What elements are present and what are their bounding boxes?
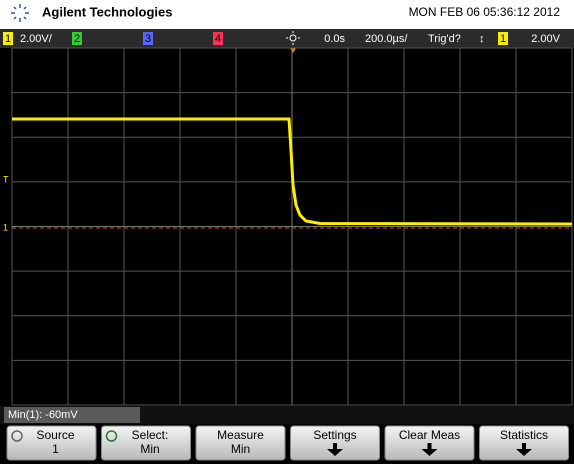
softkey-label[interactable]: Source: [36, 428, 74, 442]
trigger-icon: [286, 31, 300, 45]
down-arrow: [327, 443, 343, 456]
datetime: MON FEB 06 05:36:12 2012: [409, 5, 561, 19]
time-delay: 0.0s: [324, 33, 345, 45]
softkey[interactable]: Clear Meas: [384, 425, 475, 461]
ch4-badge: [213, 32, 223, 45]
ch1-scale: 2.00V/: [20, 33, 53, 45]
trigger-status: Trig'd?: [428, 33, 461, 45]
ch2-badge: [72, 32, 82, 45]
softkey-label[interactable]: Statistics: [500, 428, 548, 442]
down-arrow: [516, 443, 532, 456]
knob-icon: [11, 430, 23, 442]
waveform-trace: [12, 117, 573, 226]
softkey[interactable]: Select:Min: [101, 425, 191, 461]
measurement-readout: Min(1): -60mV: [8, 409, 78, 421]
softkey-button[interactable]: [6, 425, 97, 461]
trigger-level: 2.00V: [531, 33, 560, 45]
softkey-label[interactable]: Select:: [132, 428, 169, 442]
softkey-value[interactable]: Min: [231, 442, 250, 456]
softkey-label[interactable]: Measure: [217, 428, 264, 442]
trigger-source: 1: [500, 33, 506, 45]
graticule: [11, 47, 573, 406]
ch3-badge: [143, 32, 153, 45]
softkey[interactable]: Statistics: [479, 425, 569, 461]
ch1-label: 1: [5, 33, 11, 45]
softkey-label[interactable]: Clear Meas: [399, 428, 460, 442]
header-bar: [0, 0, 574, 29]
brand: Agilent Technologies: [42, 4, 173, 19]
trigger-level-marker: T: [3, 174, 9, 184]
ch3-label: 3: [145, 33, 151, 45]
softkey-label[interactable]: Settings: [313, 428, 356, 442]
knob-icon: [105, 430, 118, 442]
time-scale: 200.0µs/: [365, 33, 408, 45]
softkey-value[interactable]: 1: [52, 442, 59, 456]
logo: [11, 4, 29, 22]
softkey-value[interactable]: Min: [140, 442, 159, 456]
ch2-label: 2: [74, 33, 80, 45]
softkey[interactable]: Settings: [290, 425, 380, 461]
measurement-bar: [0, 406, 574, 424]
down-arrow: [421, 443, 438, 456]
measurement-box: [4, 407, 140, 423]
ground-marker: 1: [3, 222, 8, 232]
ch4-label: 4: [215, 33, 221, 45]
trigger-slope: ↕: [479, 33, 485, 45]
softkey-button[interactable]: [101, 425, 191, 461]
trigger-source-badge: [498, 32, 508, 45]
softkey-button[interactable]: [195, 425, 286, 461]
ch1-badge: [3, 32, 13, 45]
